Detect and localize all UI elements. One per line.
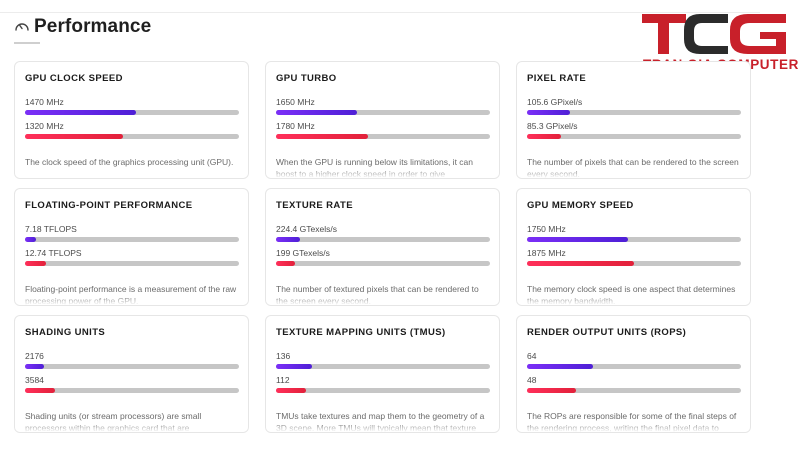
primary-value: 224.4 GTexels/s [276,224,337,234]
primary-bar-fill [25,110,137,115]
card-fade [15,168,248,178]
primary-value: 2176 [25,351,44,361]
primary-bar-track [276,237,490,242]
secondary-bar-track [527,388,741,393]
primary-value: 1650 MHz [276,97,315,107]
secondary-bar-fill [276,261,296,266]
card-title: TEXTURE RATE [276,200,353,211]
card-title: SHADING UNITS [25,327,106,338]
card-title: GPU MEMORY SPEED [527,200,634,211]
primary-bar-track [276,364,490,369]
primary-value: 136 [276,351,291,361]
title-underline [14,42,40,44]
metric-card: TEXTURE MAPPING UNITS (TMUS) 136 112 TMUs t… [265,315,500,433]
secondary-value: 1320 MHz [25,121,64,131]
card-fade [517,422,750,432]
page-title: Performance [34,16,152,37]
metric-card: FLOATING-POINT PERFORMANCE 7.18 TFLOPS 12.… [14,188,249,306]
secondary-value: 199 GTexels/s [276,248,330,258]
card-fade [15,295,248,305]
tcg-logo [642,14,786,54]
secondary-bar-track [25,261,239,266]
primary-bar-fill [25,237,36,242]
primary-bar-track [25,110,239,115]
secondary-value: 3584 [25,375,44,385]
card-fade [266,295,499,305]
primary-value: 105.6 GPixel/s [527,97,583,107]
card-fade [15,422,248,432]
metric-card: GPU CLOCK SPEED 1470 MHz 1320 MHz The clock… [14,61,249,179]
secondary-bar-fill [25,388,55,393]
top-divider [0,12,760,13]
metric-card: PIXEL RATE 105.6 GPixel/s 85.3 GPixel/s The… [516,61,751,179]
primary-value: 64 [527,351,537,361]
secondary-value: 85.3 GPixel/s [527,121,578,131]
primary-value: 1470 MHz [25,97,64,107]
primary-bar-fill [276,364,313,369]
metric-card: GPU MEMORY SPEED 1750 MHz 1875 MHz The memo… [516,188,751,306]
card-fade [517,295,750,305]
page-header: Performance [14,16,151,38]
primary-bar-fill [276,237,300,242]
metric-card: GPU TURBO 1650 MHz 1780 MHz When the GPU is… [265,61,500,179]
primary-bar-track [527,237,741,242]
primary-bar-fill [527,364,594,369]
primary-value: 1750 MHz [527,224,566,234]
card-title: PIXEL RATE [527,73,587,84]
secondary-bar-track [527,261,741,266]
secondary-bar-fill [25,134,124,139]
secondary-bar-track [527,134,741,139]
metric-card: SHADING UNITS 2176 3584 Shading units (or s… [14,315,249,433]
primary-bar-track [25,237,239,242]
secondary-value: 1780 MHz [276,121,315,131]
card-title: GPU TURBO [276,73,337,84]
secondary-bar-fill [276,134,369,139]
metric-card: TEXTURE RATE 224.4 GTexels/s 199 GTexels/s… [265,188,500,306]
primary-value: 7.18 TFLOPS [25,224,77,234]
secondary-bar-track [276,261,490,266]
card-title: RENDER OUTPUT UNITS (ROPS) [527,327,687,338]
primary-bar-track [527,110,741,115]
card-title: GPU CLOCK SPEED [25,73,123,84]
secondary-bar-track [25,134,239,139]
card-fade [517,168,750,178]
secondary-value: 112 [276,375,290,385]
card-description: The clock speed of the graphics processi… [25,157,234,167]
primary-bar-fill [276,110,358,115]
gauge-icon [15,23,29,31]
primary-bar-track [25,364,239,369]
secondary-value: 1875 MHz [527,248,566,258]
primary-bar-fill [527,237,628,242]
secondary-value: 48 [527,375,537,385]
secondary-bar-track [25,388,239,393]
primary-bar-fill [25,364,45,369]
primary-bar-fill [527,110,570,115]
secondary-bar-fill [276,388,306,393]
card-fade [266,168,499,178]
secondary-bar-fill [25,261,47,266]
secondary-bar-fill [527,134,562,139]
secondary-value: 12.74 TFLOPS [25,248,82,258]
card-title: TEXTURE MAPPING UNITS (TMUS) [276,327,446,338]
secondary-bar-fill [527,388,577,393]
secondary-bar-track [276,388,490,393]
secondary-bar-track [276,134,490,139]
metric-card: RENDER OUTPUT UNITS (ROPS) 64 48 The ROPs a… [516,315,751,433]
primary-bar-track [527,364,741,369]
card-title: FLOATING-POINT PERFORMANCE [25,200,193,211]
card-fade [266,422,499,432]
primary-bar-track [276,110,490,115]
secondary-bar-fill [527,261,634,266]
